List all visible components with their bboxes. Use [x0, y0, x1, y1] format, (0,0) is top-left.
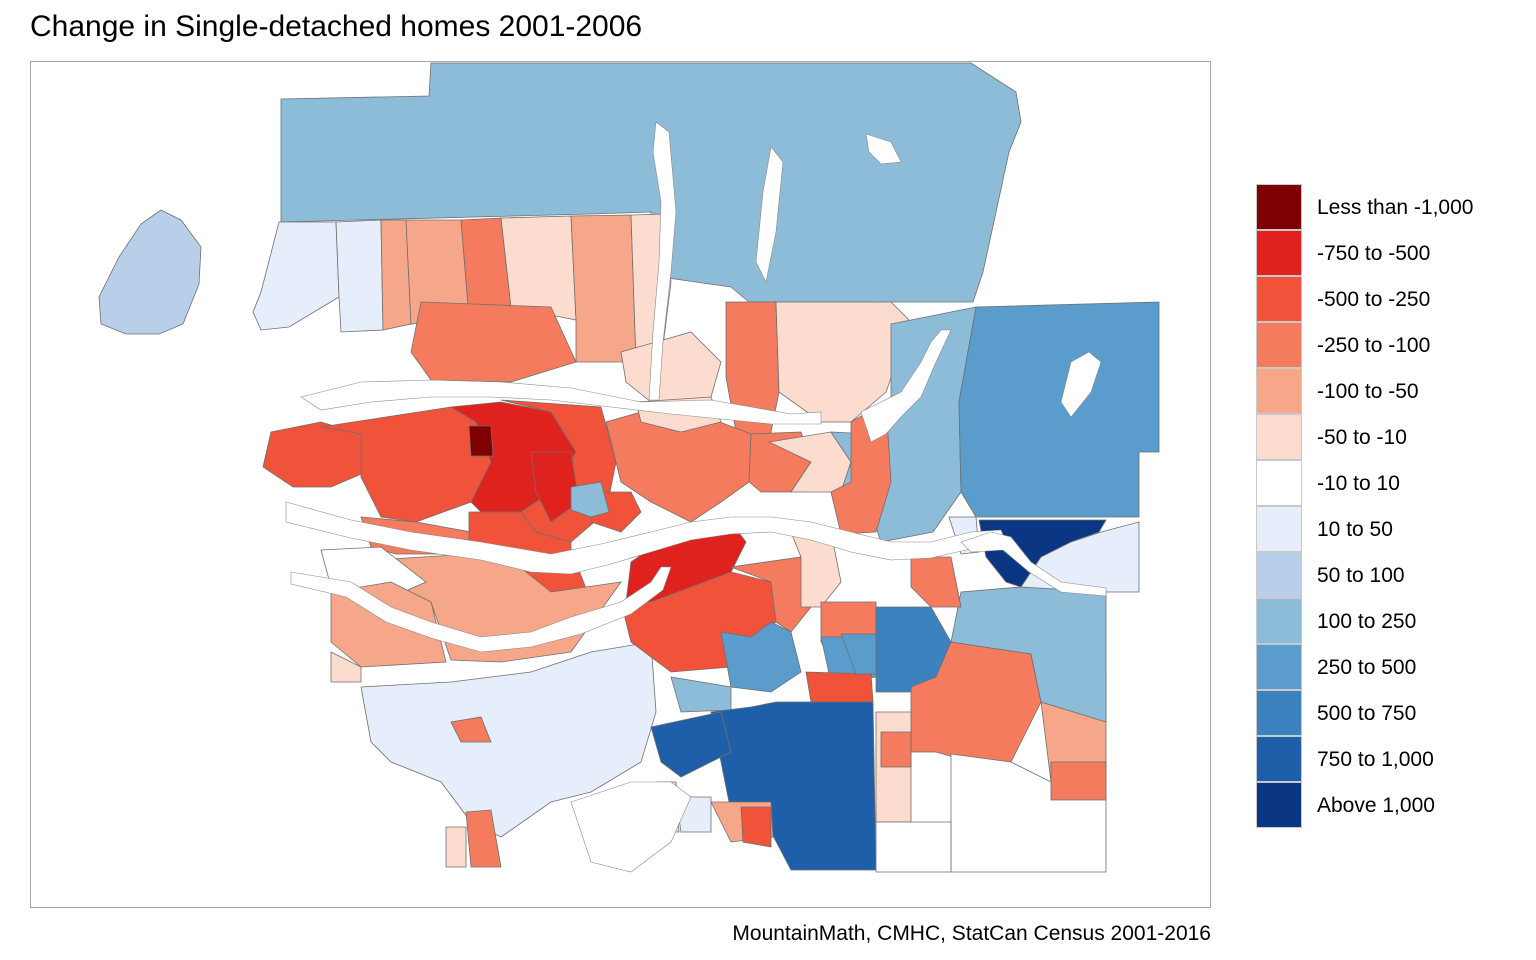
- region-delta-inner: [450, 716, 492, 743]
- legend-label: 100 to 250: [1317, 610, 1417, 633]
- legend-label: -100 to -50: [1317, 380, 1419, 403]
- legend-label: 500 to 750: [1317, 702, 1417, 725]
- region-north-shore-mountains: [280, 62, 1022, 303]
- region-walnut-grove: [910, 556, 962, 608]
- water-boundary-bay: [570, 781, 692, 873]
- water-burrard-inlet: [300, 379, 822, 425]
- region-point-grey: [262, 421, 367, 488]
- region-delta: [360, 641, 657, 838]
- legend-label: Above 1,000: [1317, 794, 1435, 817]
- map-panel: [30, 61, 1211, 908]
- legend-label: -500 to -250: [1317, 288, 1431, 311]
- water-alouette-lake: [1060, 351, 1102, 418]
- region-burnaby-lake: [570, 481, 610, 518]
- region-langley-250: [840, 633, 877, 675]
- region-north-van-5: [570, 214, 637, 363]
- choropleth-map: [98, 62, 1160, 873]
- region-north-van-4: [500, 215, 577, 321]
- legend-swatch: [1256, 736, 1302, 782]
- legend-swatch: [1256, 690, 1302, 736]
- legend-swatch: [1256, 782, 1302, 828]
- legend-swatch: [1256, 414, 1302, 460]
- legend-label: 10 to 50: [1317, 518, 1393, 541]
- legend-label: -50 to -10: [1317, 426, 1407, 449]
- region-surrey-mid-light: [670, 676, 732, 713]
- map-title: Change in Single-detached homes 2001-200…: [30, 10, 643, 43]
- legend-label: -250 to -100: [1317, 334, 1431, 357]
- region-tsawwassen-2: [445, 826, 467, 868]
- legend-swatch: [1256, 460, 1302, 506]
- region-north-van-lower: [410, 301, 577, 383]
- region-langley-west: [910, 641, 1042, 763]
- legend-swatch: [1256, 506, 1302, 552]
- legend-label: -10 to 10: [1317, 472, 1400, 495]
- region-surrey-south-belt: [805, 671, 874, 703]
- legend-swatch: [1256, 644, 1302, 690]
- legend-swatch: [1256, 276, 1302, 322]
- water-fraser-langley: [960, 531, 1107, 597]
- legend-swatch: [1256, 184, 1302, 230]
- legend-label: Less than -1,000: [1317, 196, 1474, 219]
- legend-label: 250 to 500: [1317, 656, 1417, 679]
- region-langley-100: [950, 586, 1107, 723]
- legend-swatch: [1256, 322, 1302, 368]
- source-caption: MountainMath, CMHC, StatCan Census 2001-…: [732, 922, 1211, 945]
- water-lake-small: [865, 133, 902, 165]
- water-fraser-south-arm: [290, 566, 672, 653]
- region-bowen-island: [98, 209, 202, 335]
- region-fort-langley-east: [1020, 521, 1140, 593]
- region-south-surrey: [710, 701, 877, 871]
- region-richmond-tail: [330, 651, 362, 683]
- region-white-rock-2: [740, 806, 772, 848]
- region-langley-south2: [880, 731, 912, 768]
- water-pitt-river: [860, 329, 952, 443]
- region-surrey-central: [720, 621, 802, 693]
- region-port-moody: [775, 301, 912, 423]
- water-lake-north: [755, 146, 784, 283]
- water-indian-arm: [648, 121, 677, 401]
- region-tsawwassen: [465, 809, 502, 868]
- region-north-delta-river: [650, 711, 732, 778]
- region-langley-city: [1050, 761, 1107, 801]
- region-langley-far-south: [875, 821, 952, 873]
- legend-label: -750 to -500: [1317, 242, 1431, 265]
- region-west-vancouver-east: [335, 219, 384, 333]
- region-hastings: [468, 425, 494, 457]
- region-maple-ridge: [958, 301, 1160, 518]
- legend-swatch: [1256, 368, 1302, 414]
- region-burnaby-west: [530, 451, 580, 523]
- legend-label: 750 to 1,000: [1317, 748, 1434, 771]
- legend-swatch: [1256, 552, 1302, 598]
- legend-swatch: [1256, 598, 1302, 644]
- legend-swatch: [1256, 230, 1302, 276]
- legend-label: 50 to 100: [1317, 564, 1405, 587]
- region-west-vancouver: [252, 221, 340, 331]
